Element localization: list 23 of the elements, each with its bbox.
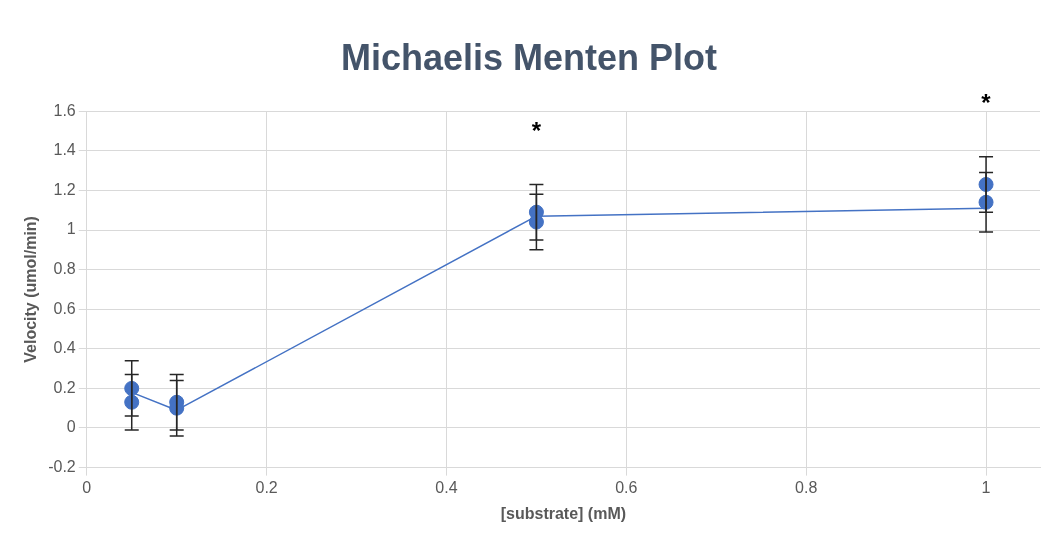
y-tick-label: 0.8 — [53, 260, 76, 278]
y-tick-label: 0 — [66, 418, 76, 436]
y-tick-label: 1 — [66, 220, 76, 238]
y-tick-label: 1.4 — [53, 141, 76, 159]
x-tick-label: 0 — [82, 478, 92, 496]
x-tick-label: 0.6 — [615, 478, 638, 496]
y-tick-label: 0.6 — [53, 299, 76, 317]
y-tick-label: -0.2 — [48, 458, 76, 476]
annotation: * — [531, 116, 542, 144]
x-tick-label: 0.2 — [255, 478, 278, 496]
y-tick-label: 0.4 — [53, 339, 76, 357]
x-tick-label: 0.4 — [435, 478, 458, 496]
x-tick-label: 0.8 — [795, 478, 818, 496]
y-tick-label: 1.2 — [53, 180, 76, 198]
point — [124, 394, 140, 410]
point — [124, 380, 140, 396]
x-tick-label: 1 — [981, 478, 991, 496]
chart-title: Michaelis Menten Plot — [340, 36, 718, 78]
annotation: * — [981, 89, 992, 117]
y-tick-label: 1.6 — [53, 101, 76, 119]
x-axis-title: [substrate] (mM) — [500, 504, 627, 522]
y-tick-label: 0.2 — [53, 378, 76, 396]
y-axis-title: Velocity (umol/min) — [22, 216, 40, 363]
